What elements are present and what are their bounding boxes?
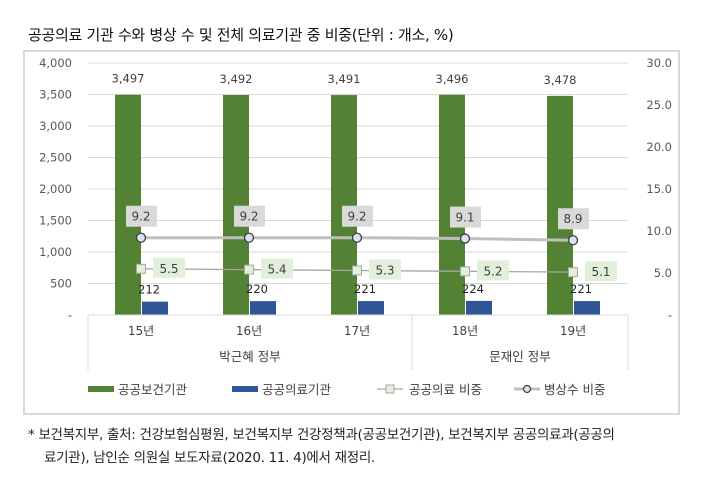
bar-label: 3,492	[220, 72, 253, 86]
bar-public-medical	[466, 300, 492, 315]
category-label: 16년	[236, 324, 262, 338]
bar-public-medical	[574, 301, 600, 315]
line-label-bg	[558, 208, 589, 230]
footnote-line-2: 료기관), 남인순 의원실 보도자료(2020. 11. 4)에서 재정리.	[44, 450, 375, 466]
line-label-bg	[450, 206, 481, 228]
bar-public-medical	[358, 301, 384, 315]
left-axis-tick: 4,000	[39, 56, 72, 70]
group-label: 문재인 정부	[489, 349, 550, 364]
left-axis-tick: -	[68, 308, 72, 322]
category-label: 19년	[560, 324, 586, 338]
legend-label: 공공의료 비중	[409, 382, 482, 397]
line-label-bg	[234, 205, 265, 227]
line-label: 9.1	[455, 211, 474, 225]
circle-marker	[567, 235, 579, 246]
bar-public-health	[223, 95, 249, 315]
left-axis-tick: 500	[50, 277, 72, 291]
line-label: 9.2	[131, 210, 150, 224]
line-label-bg	[342, 205, 373, 227]
line-label: 9.2	[239, 210, 258, 224]
line-label: 5.4	[267, 263, 286, 277]
chart-title: 공공의료 기관 수와 병상 수 및 전체 의료기관 중 비중(단위 : 개소, …	[28, 26, 454, 44]
square-marker	[352, 265, 362, 276]
bar-label: 220	[246, 282, 268, 296]
line-label: 5.5	[159, 262, 178, 276]
circle-marker	[135, 232, 147, 243]
right-axis-tick: 15.0	[646, 182, 672, 196]
group-label: 박근혜 정부	[219, 349, 280, 364]
legend-swatch-public-medical	[232, 386, 258, 392]
square-marker	[244, 264, 254, 275]
bar-label: 221	[354, 282, 376, 296]
legend-label: 병상수 비중	[544, 382, 605, 397]
line-label: 9.2	[347, 210, 366, 224]
square-marker	[136, 263, 146, 274]
bar-public-medical	[250, 301, 276, 315]
line-label: 5.2	[483, 264, 502, 278]
left-axis-tick: 2,000	[39, 182, 72, 196]
line-label: 8.9	[563, 212, 582, 226]
right-axis-tick: -	[668, 308, 672, 322]
right-axis-tick: 30.0	[646, 56, 672, 70]
left-axis-tick: 1,000	[39, 245, 72, 259]
line-label-bg	[126, 205, 157, 227]
line-label-bg	[153, 257, 185, 278]
left-axis-tick: 3,000	[39, 119, 72, 133]
legend-label: 공공의료기관	[262, 382, 332, 397]
category-label: 17년	[344, 324, 370, 338]
right-axis-tick: 5.0	[654, 266, 672, 280]
bar-public-health	[115, 94, 141, 316]
legend-label: 공공보건기관	[118, 382, 188, 397]
line-label: 5.1	[591, 265, 610, 279]
right-axis-tick: 20.0	[646, 140, 672, 154]
left-axis-tick: 1,500	[39, 214, 72, 228]
line-label-bg	[585, 261, 617, 282]
footnote: * 보건복지부, 출처: 건강보험심평원, 보건복지부 건강정책과(공공보건기관…	[28, 424, 688, 470]
footnote-line-1: * 보건복지부, 출처: 건강보험심평원, 보건복지부 건강정책과(공공보건기관…	[28, 427, 615, 443]
bar-public-medical	[142, 301, 168, 315]
circle-marker	[459, 233, 471, 244]
bar-label: 3,496	[436, 72, 469, 86]
bar-label: 3,497	[112, 72, 145, 86]
circle-marker	[351, 232, 363, 243]
line-label-bg	[261, 258, 293, 279]
bar-public-health	[439, 94, 465, 315]
bar-public-health	[331, 95, 357, 315]
bar-label: 3,491	[328, 72, 361, 86]
bar-public-health	[547, 95, 573, 315]
category-label: 15년	[128, 324, 154, 338]
bar-label: 224	[462, 282, 484, 296]
left-axis-tick: 3,500	[39, 88, 72, 102]
line-label-bg	[369, 259, 401, 280]
line-label: 5.3	[375, 263, 394, 277]
legend-square-marker	[385, 384, 395, 394]
legend-circle-marker	[522, 384, 532, 394]
bar-label: 221	[570, 282, 592, 296]
circle-marker	[243, 232, 255, 243]
line-label-bg	[477, 260, 509, 281]
square-marker	[568, 267, 578, 278]
left-axis-tick: 2,500	[39, 151, 72, 165]
square-marker	[460, 266, 470, 277]
right-axis-tick: 25.0	[646, 98, 672, 112]
bar-label: 3,478	[544, 73, 577, 87]
legend-swatch-public-health	[88, 386, 114, 392]
category-label: 18년	[452, 324, 478, 338]
right-axis-tick: 10.0	[646, 224, 672, 238]
bar-label: 212	[138, 283, 160, 297]
